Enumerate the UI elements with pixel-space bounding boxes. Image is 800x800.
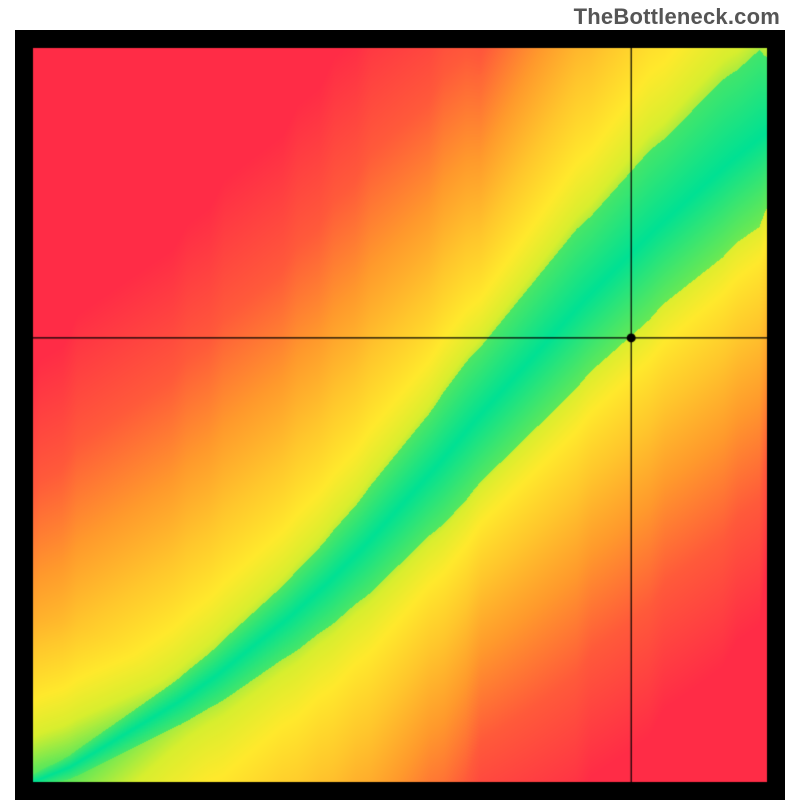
chart-container: TheBottleneck.com [0,0,800,800]
watermark-text: TheBottleneck.com [574,4,780,30]
bottleneck-heatmap [15,30,785,800]
